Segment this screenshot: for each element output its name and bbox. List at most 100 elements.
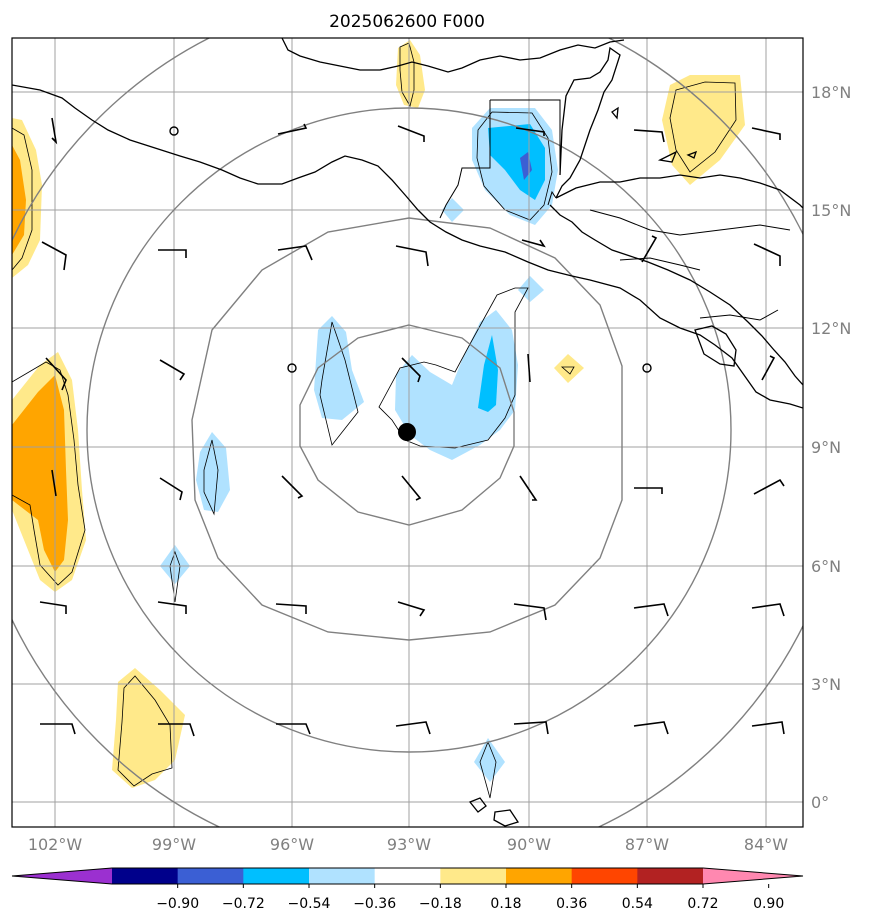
island — [657, 150, 678, 163]
wind-barb — [397, 601, 426, 617]
lat-label: 9°N — [811, 438, 841, 457]
positive-anomaly-core — [12, 375, 68, 572]
positive-anomaly-region — [554, 354, 584, 383]
wind-barb — [275, 603, 307, 614]
colorbar-segment — [440, 868, 507, 884]
wind-barb — [39, 601, 67, 614]
filled-contours — [12, 40, 745, 788]
wind-barb — [395, 245, 429, 267]
wind-barb — [51, 469, 57, 497]
colorbar-segment — [177, 868, 244, 884]
lat-label: 12°N — [811, 319, 851, 338]
lon-label: 93°W — [387, 835, 431, 854]
wind-barb — [41, 241, 67, 271]
wind-barb — [751, 603, 785, 617]
colorbar: −0.90 −0.72 −0.54 −0.36 −0.18 0.18 0.36 0.54 0.7… — [11, 867, 804, 912]
island — [686, 150, 698, 159]
colorbar-label: 0.54 — [622, 896, 653, 912]
lon-label: 90°W — [507, 835, 551, 854]
wind-barb — [521, 239, 546, 248]
lat-label: 18°N — [811, 83, 851, 102]
wind-barb — [159, 359, 186, 381]
gulf-coast-north — [281, 38, 625, 73]
contour-lines — [12, 42, 737, 799]
wind-barb — [276, 723, 311, 735]
calm-marker — [169, 126, 179, 136]
colorbar-label: 0.72 — [687, 896, 718, 912]
island — [493, 809, 520, 827]
wind-barb — [401, 475, 422, 501]
map-title: 2025062600 F000 — [329, 12, 485, 32]
map-frame — [11, 37, 804, 828]
island — [611, 106, 619, 120]
wind-barb — [633, 129, 665, 143]
lon-label: 87°W — [625, 835, 669, 854]
borders — [439, 99, 791, 321]
lon-label: 96°W — [270, 835, 314, 854]
negative-anomaly-region — [474, 738, 505, 782]
wind-barb — [397, 125, 425, 142]
wind-barb — [527, 353, 531, 383]
wind-barb — [157, 601, 187, 614]
lat-label: 6°N — [811, 557, 841, 576]
central-america-inland — [549, 204, 803, 386]
wind-barb — [633, 603, 669, 617]
colorbar-label: −0.54 — [288, 896, 331, 912]
colorbar-segment — [112, 868, 179, 884]
range-ring-3 — [86, 107, 732, 753]
wind-barb — [158, 249, 187, 258]
colorbar-label: 0.36 — [556, 896, 587, 912]
wind-barb — [40, 723, 76, 735]
wind-barb — [751, 127, 781, 140]
colorbar-segment — [506, 868, 573, 884]
negative-anomaly-region — [196, 432, 230, 512]
colorbar-segment — [571, 868, 638, 884]
negative-anomaly-region — [395, 310, 518, 460]
wind-barb — [751, 721, 785, 735]
wind-barb — [395, 721, 431, 735]
lat-label: 3°N — [811, 675, 841, 694]
wind-barb — [634, 487, 663, 494]
wind-barb — [513, 721, 549, 735]
caribbean-coast — [555, 174, 803, 209]
lat-label: 0° — [811, 793, 829, 812]
positive-anomaly-region — [662, 75, 745, 185]
wind-barb — [761, 355, 776, 381]
wind-barb — [277, 245, 313, 261]
positive-anomaly-region — [112, 668, 185, 788]
wind-barb — [401, 357, 421, 383]
colorbar-label: −0.36 — [353, 896, 396, 912]
lake-nicaragua — [694, 325, 737, 367]
negative-anomaly-region — [518, 276, 544, 302]
yucatan-coast — [555, 46, 621, 199]
storm-center-marker — [398, 423, 416, 441]
latitude-labels: 18°N 15°N 12°N 9°N 6°N 3°N 0° — [811, 83, 851, 812]
negative-anomaly-core — [488, 124, 545, 200]
wind-barb — [45, 357, 67, 391]
wind-barb — [281, 475, 304, 499]
longitude-labels: 102°W 99°W 96°W 93°W 90°W 87°W 84°W — [28, 835, 788, 854]
lon-label: 84°W — [744, 835, 788, 854]
colorbar-segment — [374, 868, 441, 884]
calm-markers — [169, 126, 652, 373]
wind-barb — [641, 235, 658, 263]
wind-barb — [515, 127, 545, 136]
wind-barb — [513, 603, 547, 621]
positive-anomaly-core — [12, 145, 26, 255]
wind-barb — [158, 723, 195, 737]
colorbar-segment — [637, 868, 704, 884]
coastlines — [12, 38, 803, 827]
colorbar-outline — [11, 867, 804, 885]
range-rings — [12, 38, 803, 827]
lon-label: 102°W — [28, 835, 83, 854]
wind-barb — [159, 477, 183, 501]
island — [468, 797, 487, 813]
wind-barb — [51, 117, 58, 145]
colorbar-segment — [309, 868, 376, 884]
wind-barb — [519, 475, 538, 501]
negative-anomaly-region — [314, 316, 364, 420]
colorbar-segment — [243, 868, 310, 884]
colorbar-extend-low — [12, 868, 112, 884]
colorbar-label: −0.90 — [156, 896, 199, 912]
